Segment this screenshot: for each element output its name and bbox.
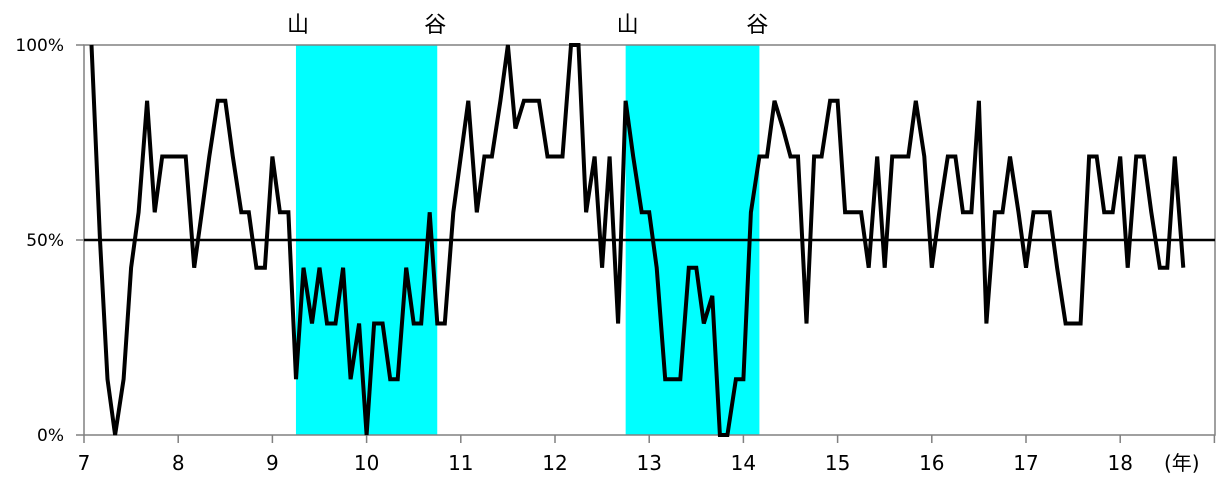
period-labels: 山谷山谷 xyxy=(287,13,768,38)
x-tick-label-16: 16 xyxy=(919,451,944,475)
y-tick-label-0: 0% xyxy=(37,426,64,446)
x-tick-label-8: 8 xyxy=(172,451,185,475)
x-tick-label-14: 14 xyxy=(731,451,756,475)
y-axis: 0% 50% 100% xyxy=(15,36,84,446)
peak-label-1: 山 xyxy=(287,13,309,38)
series-line-1 xyxy=(89,43,1186,437)
x-tick-label-15: 15 xyxy=(825,451,850,475)
x-tick-label-17: 17 xyxy=(1013,451,1038,475)
x-axis: 7 8 9 10 11 12 13 14 15 16 17 18 xyxy=(78,435,1216,475)
x-tick-label-7: 7 xyxy=(78,451,91,475)
x-tick-label-10: 10 xyxy=(354,451,379,475)
x-tick-label-12: 12 xyxy=(542,451,567,475)
series-layer xyxy=(89,43,1186,437)
x-tick-label-11: 11 xyxy=(448,451,473,475)
x-tick-label-13: 13 xyxy=(636,451,661,475)
x-tick-label-18: 18 xyxy=(1107,451,1132,475)
x-tick-label-9: 9 xyxy=(266,451,279,475)
y-tick-label-2: 100% xyxy=(15,36,64,56)
trough-label-1: 谷 xyxy=(424,13,446,38)
y-tick-label-1: 50% xyxy=(26,231,64,251)
peak-label-2: 山 xyxy=(617,13,639,38)
x-axis-unit-label: (年) xyxy=(1164,451,1200,475)
trough-label-2: 谷 xyxy=(746,13,768,38)
